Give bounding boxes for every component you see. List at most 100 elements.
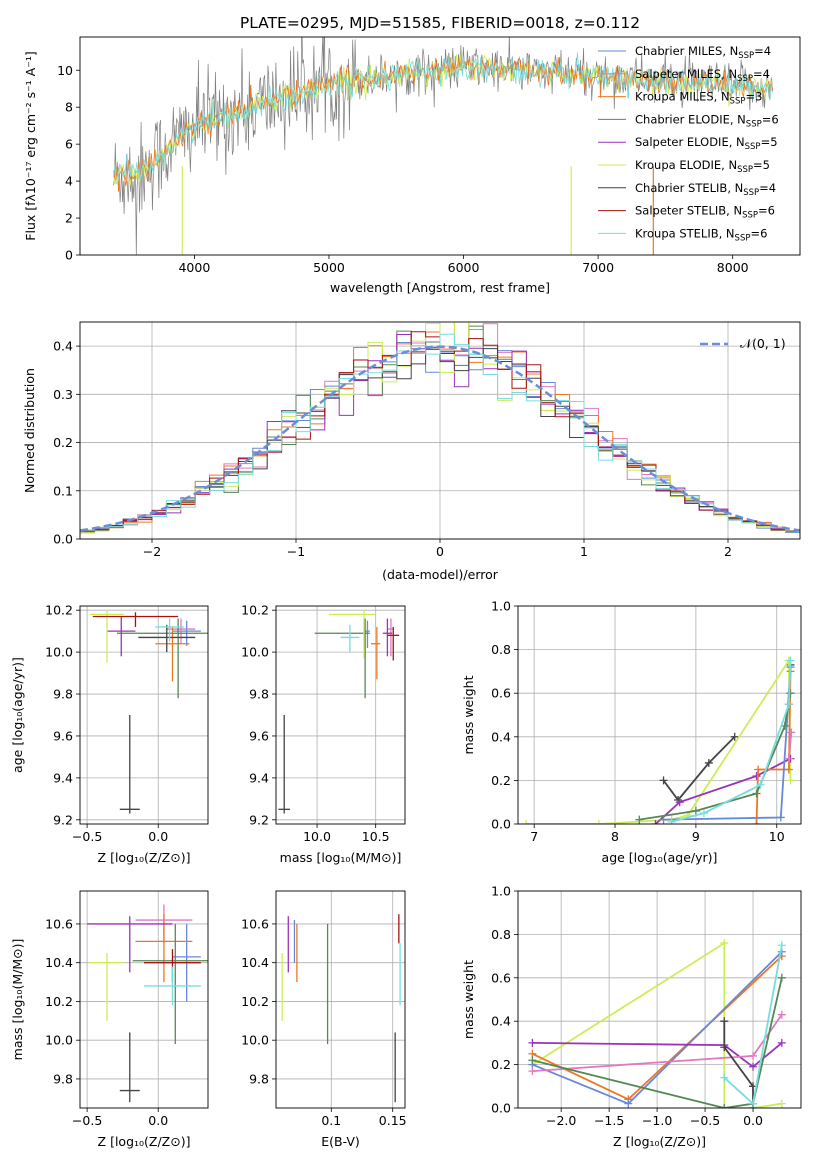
series-point-marker	[624, 1099, 633, 1108]
y-tick-label: 0.8	[491, 927, 511, 942]
series-point-marker	[752, 789, 761, 798]
axes-frame	[275, 605, 406, 825]
y-tick-label: 10.6	[241, 916, 269, 931]
y-tick-label: 10	[57, 63, 73, 78]
x-tick-label: −0.5	[72, 1113, 102, 1128]
x-tick-label: 9	[692, 829, 700, 844]
axes-frame	[517, 890, 802, 1109]
y-tick-label: 10.4	[45, 955, 73, 970]
legend-label: Kroupa STELIB, NSSP=6	[635, 226, 767, 243]
x-axis-label: wavelength [Angstrom, rest frame]	[330, 280, 550, 295]
y-tick-label: 0.2	[491, 773, 511, 788]
x-axis-label: (data-model)/error	[382, 567, 499, 582]
x-tick-label: 10	[769, 829, 785, 844]
y-tick-label: 1.0	[491, 884, 511, 899]
legend-label: Salpeter STELIB, NSSP=6	[635, 204, 775, 221]
y-tick-label: 0.6	[491, 686, 511, 701]
y-tick-label: 0.0	[491, 817, 511, 832]
x-tick-label: −1.5	[594, 1113, 624, 1128]
x-tick-label: 4000	[178, 260, 210, 275]
plot-area	[87, 904, 208, 1103]
x-tick-label: 6000	[448, 260, 480, 275]
y-axis-label: Flux [fλ10⁻¹⁷ erg cm⁻² s⁻¹ A⁻¹]	[23, 51, 38, 240]
y-tick-label: 10.2	[45, 603, 73, 618]
x-tick-label: −1.0	[642, 1113, 672, 1128]
observed-spectrum-line	[113, 37, 773, 255]
axes-frame	[79, 321, 801, 540]
y-tick-label: 0.4	[53, 339, 73, 354]
x-tick-label: −0.5	[690, 1113, 720, 1128]
y-tick-label: 0.1	[53, 483, 73, 498]
legend-label: Chabrier ELODIE, NSSP=6	[635, 112, 779, 129]
series-line	[526, 657, 792, 824]
y-tick-label: 1.0	[491, 599, 511, 614]
series-line	[662, 736, 736, 802]
axes-frame	[517, 605, 802, 825]
plot-area	[278, 610, 400, 814]
y-tick-label: 10.0	[241, 1033, 269, 1048]
x-tick-label: 0.1	[321, 1113, 341, 1128]
legend-label: Chabrier STELIB, NSSP=4	[635, 181, 776, 198]
x-tick-label: 10.0	[303, 829, 331, 844]
plot-area	[113, 37, 773, 255]
residuals-panel: −2 −1 0 1 2 0.0 0.1 0.2 0.3 0.4 (data-model)/error…	[22, 321, 801, 582]
series-point-marker	[667, 817, 676, 824]
x-axis-label: age [log₁₀(age/yr)]	[602, 850, 718, 865]
series-point-marker	[528, 1056, 537, 1065]
x-axis-label: E(B-V)	[321, 1134, 360, 1149]
series-point-marker	[720, 1017, 729, 1026]
axes-frame	[79, 36, 801, 256]
legend-label: Kroupa MILES, NSSP=3	[635, 90, 762, 107]
legend-label: Chabrier MILES, NSSP=4	[635, 44, 771, 61]
series-point-marker	[754, 765, 763, 774]
y-tick-label: 10.2	[241, 603, 269, 618]
series-point-marker	[720, 1043, 729, 1052]
series-point-marker	[777, 1010, 786, 1019]
mass-vs-ebv-panel: 0.1 0.15 9.8 10.0 10.2 10.4 10.6 E(B-V)	[241, 890, 407, 1149]
age-vs-metallicity-panel: −0.5 0.0 9.2 9.4 9.6 9.8 10.0 10.2 Z [log₁₀(Z/Z⊙…	[10, 603, 209, 865]
y-tick-label: 9.6	[249, 728, 269, 743]
series-point-marker	[720, 939, 729, 948]
y-tick-label: 10.6	[45, 916, 73, 931]
series-line	[654, 757, 791, 824]
x-axis-label: Z [log₁₀(Z/Z⊙)]	[98, 850, 191, 865]
legend-label: 𝒩(0, 1)	[740, 336, 786, 351]
y-tick-label: 0.8	[491, 642, 511, 657]
legend-label: Kroupa ELODIE, NSSP=5	[635, 158, 770, 175]
y-axis-label: mass weight	[461, 960, 476, 1039]
plot-area	[80, 322, 800, 535]
series-line	[723, 1021, 754, 1108]
series-point-marker	[699, 809, 708, 818]
series-point-marker	[594, 820, 603, 824]
y-tick-label: 9.4	[53, 770, 73, 785]
series-point-marker	[777, 973, 786, 982]
x-tick-label: 7000	[582, 260, 614, 275]
y-tick-label: 9.8	[249, 687, 269, 702]
series-point-marker	[749, 1051, 758, 1060]
plot-area	[522, 656, 796, 824]
series-line	[788, 732, 793, 759]
figure-title: PLATE=0295, MJD=51585, FIBERID=0018, z=0…	[240, 14, 640, 32]
gaussian-curve	[80, 345, 800, 532]
x-tick-label: 1	[580, 544, 588, 559]
y-tick-label: 9.2	[53, 812, 73, 827]
series-point-marker	[704, 758, 713, 767]
y-tick-label: 0.3	[53, 387, 73, 402]
x-axis-label: Z [log₁₀(Z/Z⊙)]	[613, 1134, 706, 1149]
y-tick-label: 2	[65, 211, 73, 226]
x-axis-label: mass [log₁₀(M/M⊙)]	[280, 850, 402, 865]
y-axis-label: age [log₁₀(age/yr)]	[10, 657, 25, 773]
mass-weight-vs-age-panel: 7 8 9 10 0.0 0.2 0.4 0.6 0.8 1.0 age [log₁₀(age/yr…	[461, 599, 802, 865]
y-tick-label: 10.0	[241, 645, 269, 660]
axes-frame	[79, 890, 209, 1109]
y-tick-label: 9.8	[53, 687, 73, 702]
series-point-marker	[528, 1067, 537, 1076]
series-point-marker	[730, 732, 739, 741]
y-tick-label: 0.4	[491, 1014, 511, 1029]
series-point-marker	[522, 820, 531, 824]
y-tick-label: 9.2	[249, 812, 269, 827]
y-tick-label: 10.0	[45, 645, 73, 660]
y-tick-label: 9.6	[53, 728, 73, 743]
y-tick-label: 4	[65, 174, 73, 189]
